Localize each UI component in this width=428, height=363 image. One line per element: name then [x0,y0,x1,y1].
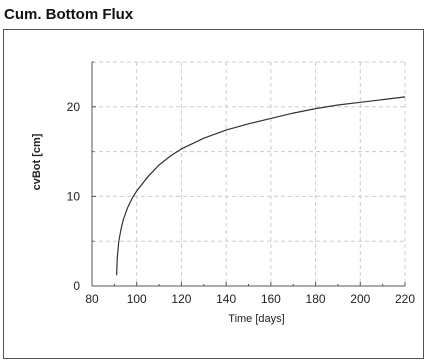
axes: 80 100 120 140 160 180 200 220 0 10 20 [67,61,415,306]
x-tick-label: 120 [171,292,191,306]
chart-frame [3,29,424,359]
x-tick-label: 220 [395,292,415,306]
y-tick-label: 10 [67,189,81,203]
chart-title: Cum. Bottom Flux [4,6,134,23]
x-tick-label: 180 [306,292,326,306]
x-tick-label: 100 [127,292,147,306]
series-layer [116,96,406,276]
y-tick-label: 20 [67,100,81,114]
x-axis-label: Time [days] [228,313,284,325]
x-tick-label: 200 [350,292,370,306]
x-tick-label: 140 [216,292,236,306]
grid-lines [92,61,406,286]
x-tick-label: 160 [261,292,281,306]
y-axis-label: cvBot [cm] [31,133,43,190]
x-tick-label: 80 [85,292,99,306]
series-line [116,96,406,276]
y-tick-label: 0 [73,279,80,293]
